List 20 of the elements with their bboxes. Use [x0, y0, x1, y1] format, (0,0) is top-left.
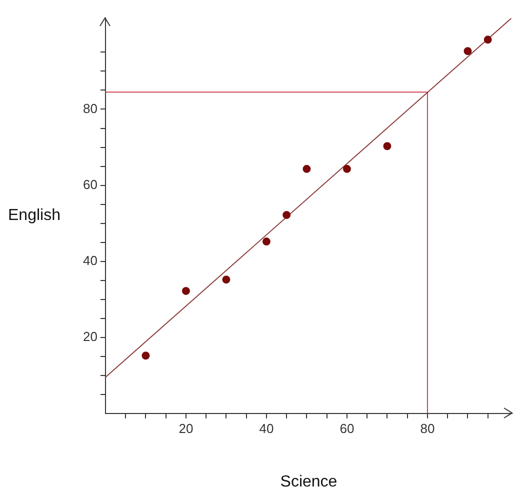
- y-tick-label: 20: [82, 328, 98, 344]
- point: [262, 238, 270, 246]
- point: [464, 47, 472, 56]
- point: [484, 36, 492, 44]
- y-tick-label: 60: [82, 176, 98, 192]
- x-tick-label: 40: [259, 420, 274, 436]
- point: [282, 210, 291, 219]
- point: [383, 142, 392, 150]
- point: [342, 164, 351, 173]
- y-tick-label: 40: [82, 252, 98, 268]
- x-axis-title: Science: [280, 473, 338, 490]
- x-tick-label: 60: [340, 420, 354, 436]
- x-tick-label: 80: [420, 420, 435, 436]
- x-tick-label: 20: [178, 420, 194, 436]
- point: [222, 276, 230, 284]
- point: [182, 286, 190, 295]
- point: [142, 352, 150, 360]
- y-axis-title: English: [8, 207, 60, 224]
- point: [302, 164, 311, 173]
- y-tick-label: 80: [82, 100, 98, 116]
